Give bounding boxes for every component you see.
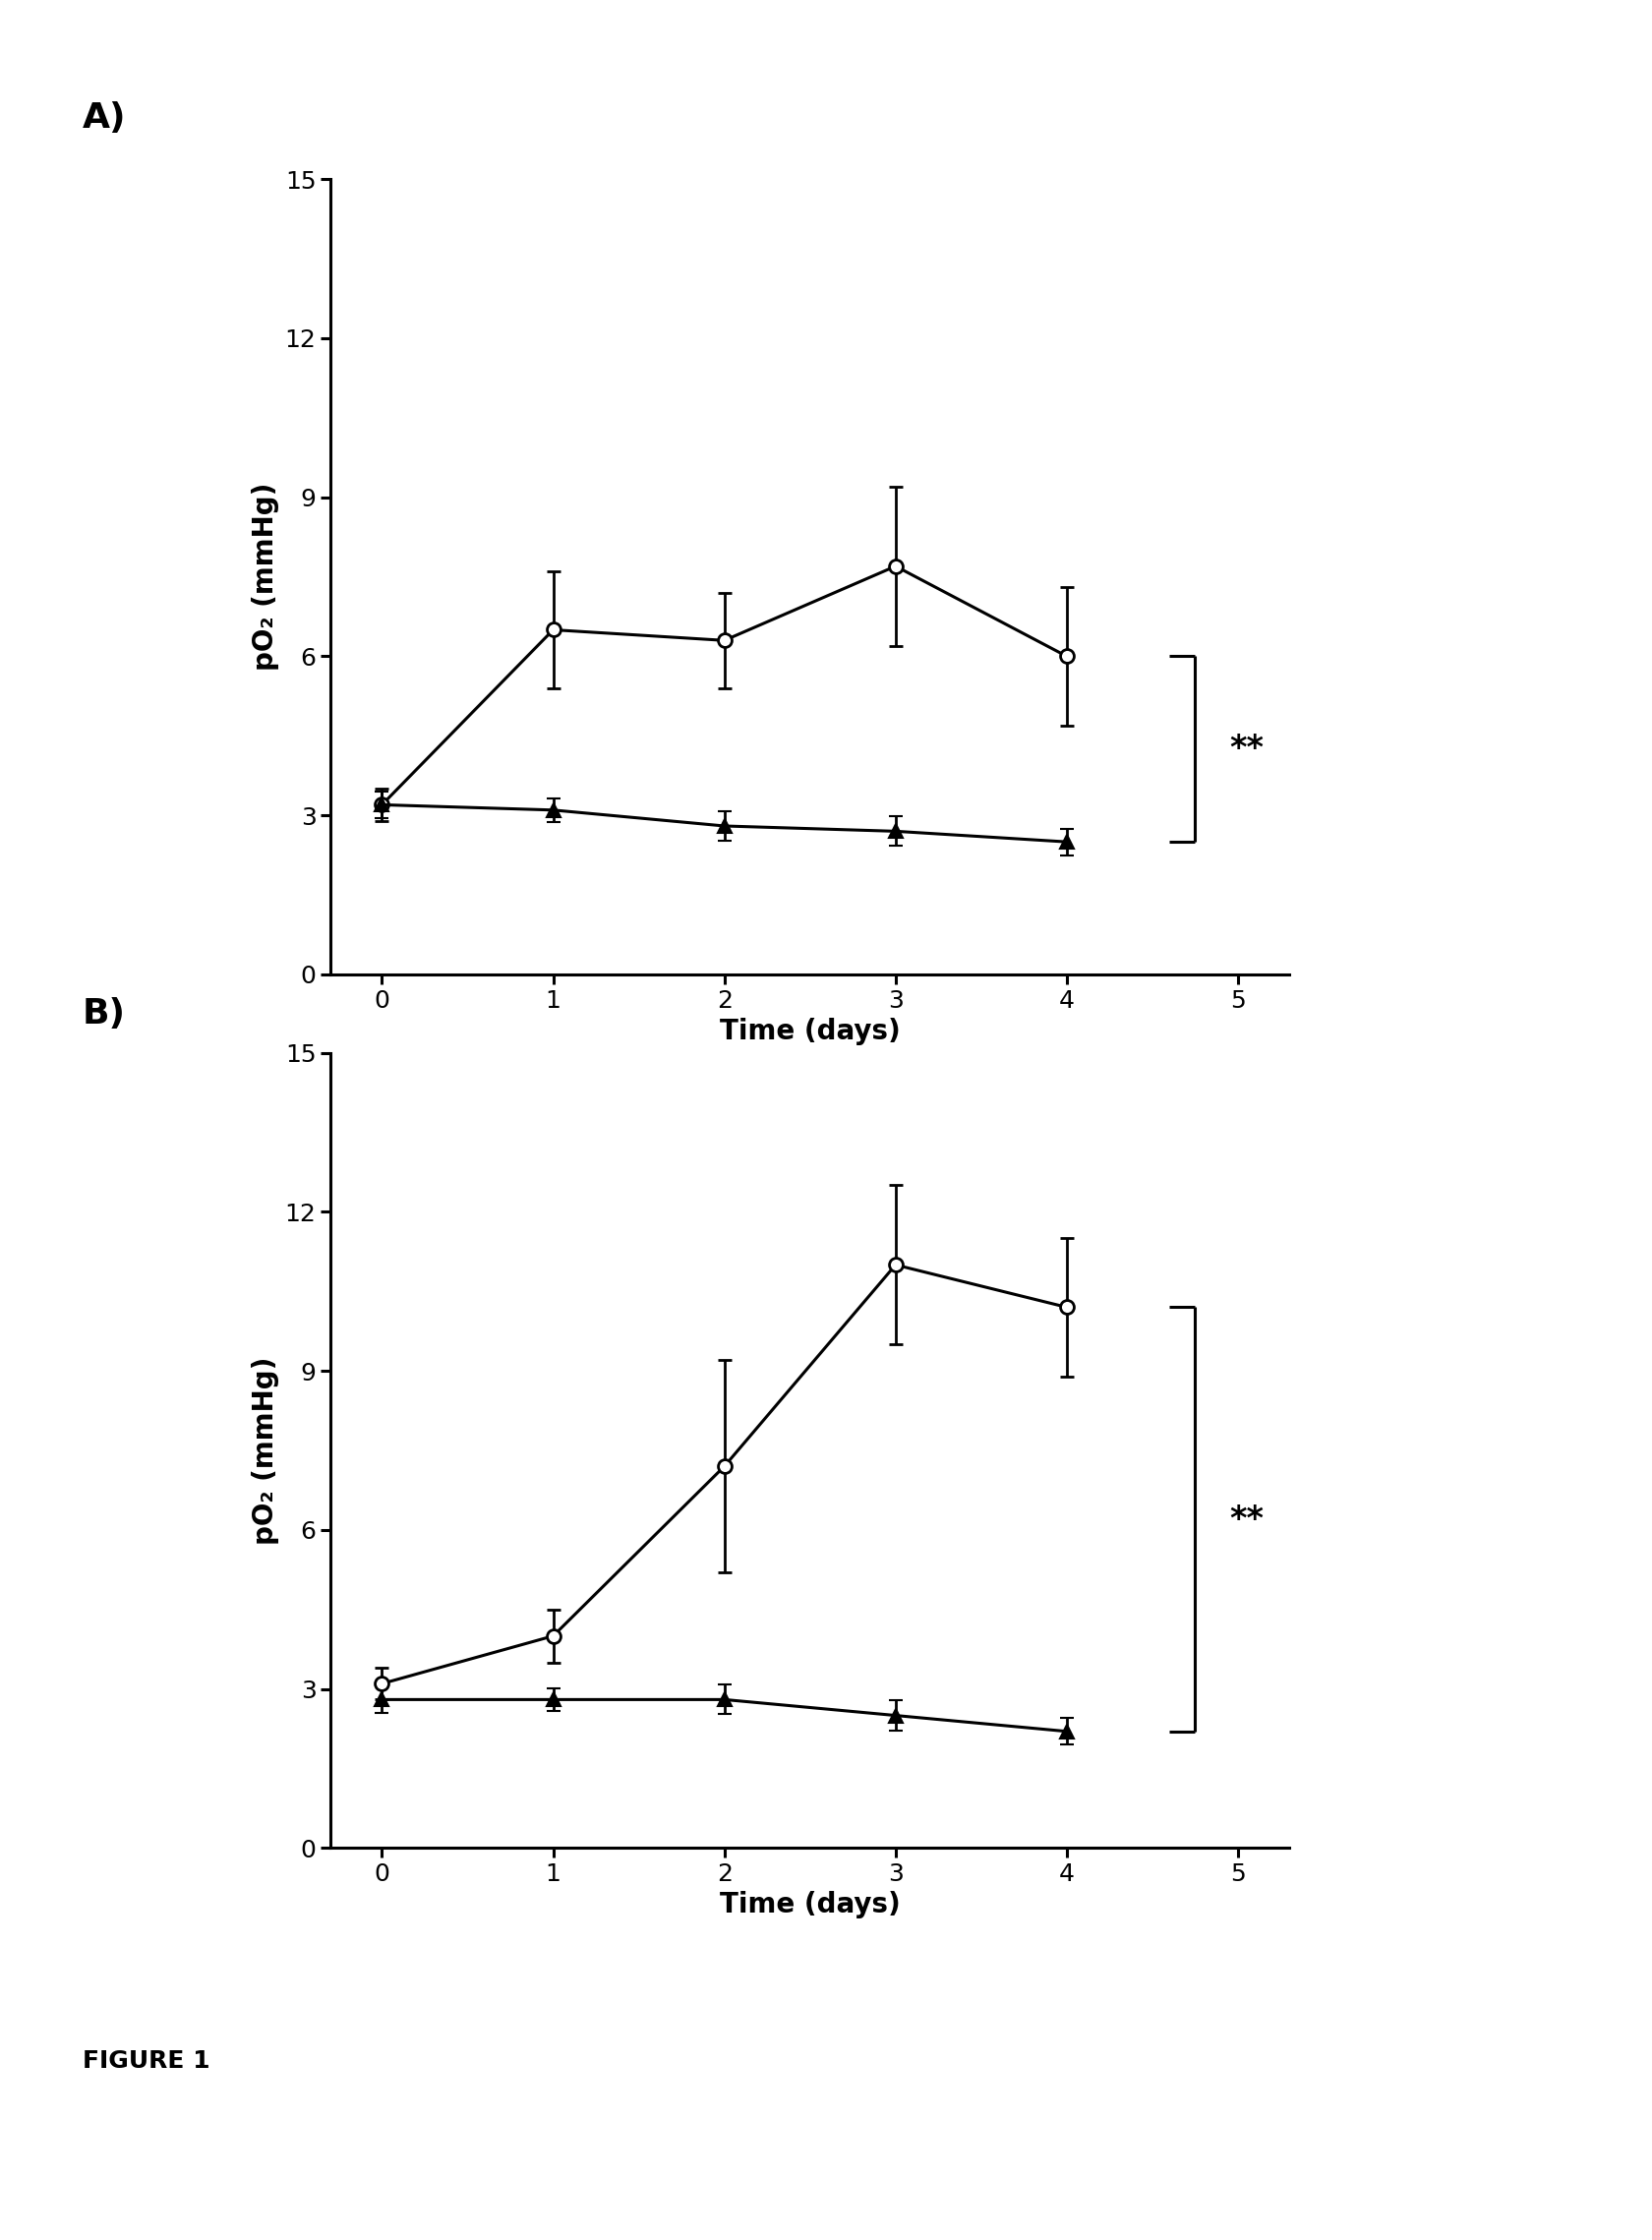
Text: **: ** xyxy=(1229,1503,1264,1537)
Text: **: ** xyxy=(1229,732,1264,766)
Y-axis label: pO₂ (mmHg): pO₂ (mmHg) xyxy=(251,1355,279,1546)
Text: FIGURE 1: FIGURE 1 xyxy=(83,2050,210,2074)
Text: A): A) xyxy=(83,101,126,134)
X-axis label: Time (days): Time (days) xyxy=(719,1017,900,1046)
X-axis label: Time (days): Time (days) xyxy=(719,1891,900,1920)
Text: B): B) xyxy=(83,997,126,1030)
Y-axis label: pO₂ (mmHg): pO₂ (mmHg) xyxy=(251,482,279,672)
